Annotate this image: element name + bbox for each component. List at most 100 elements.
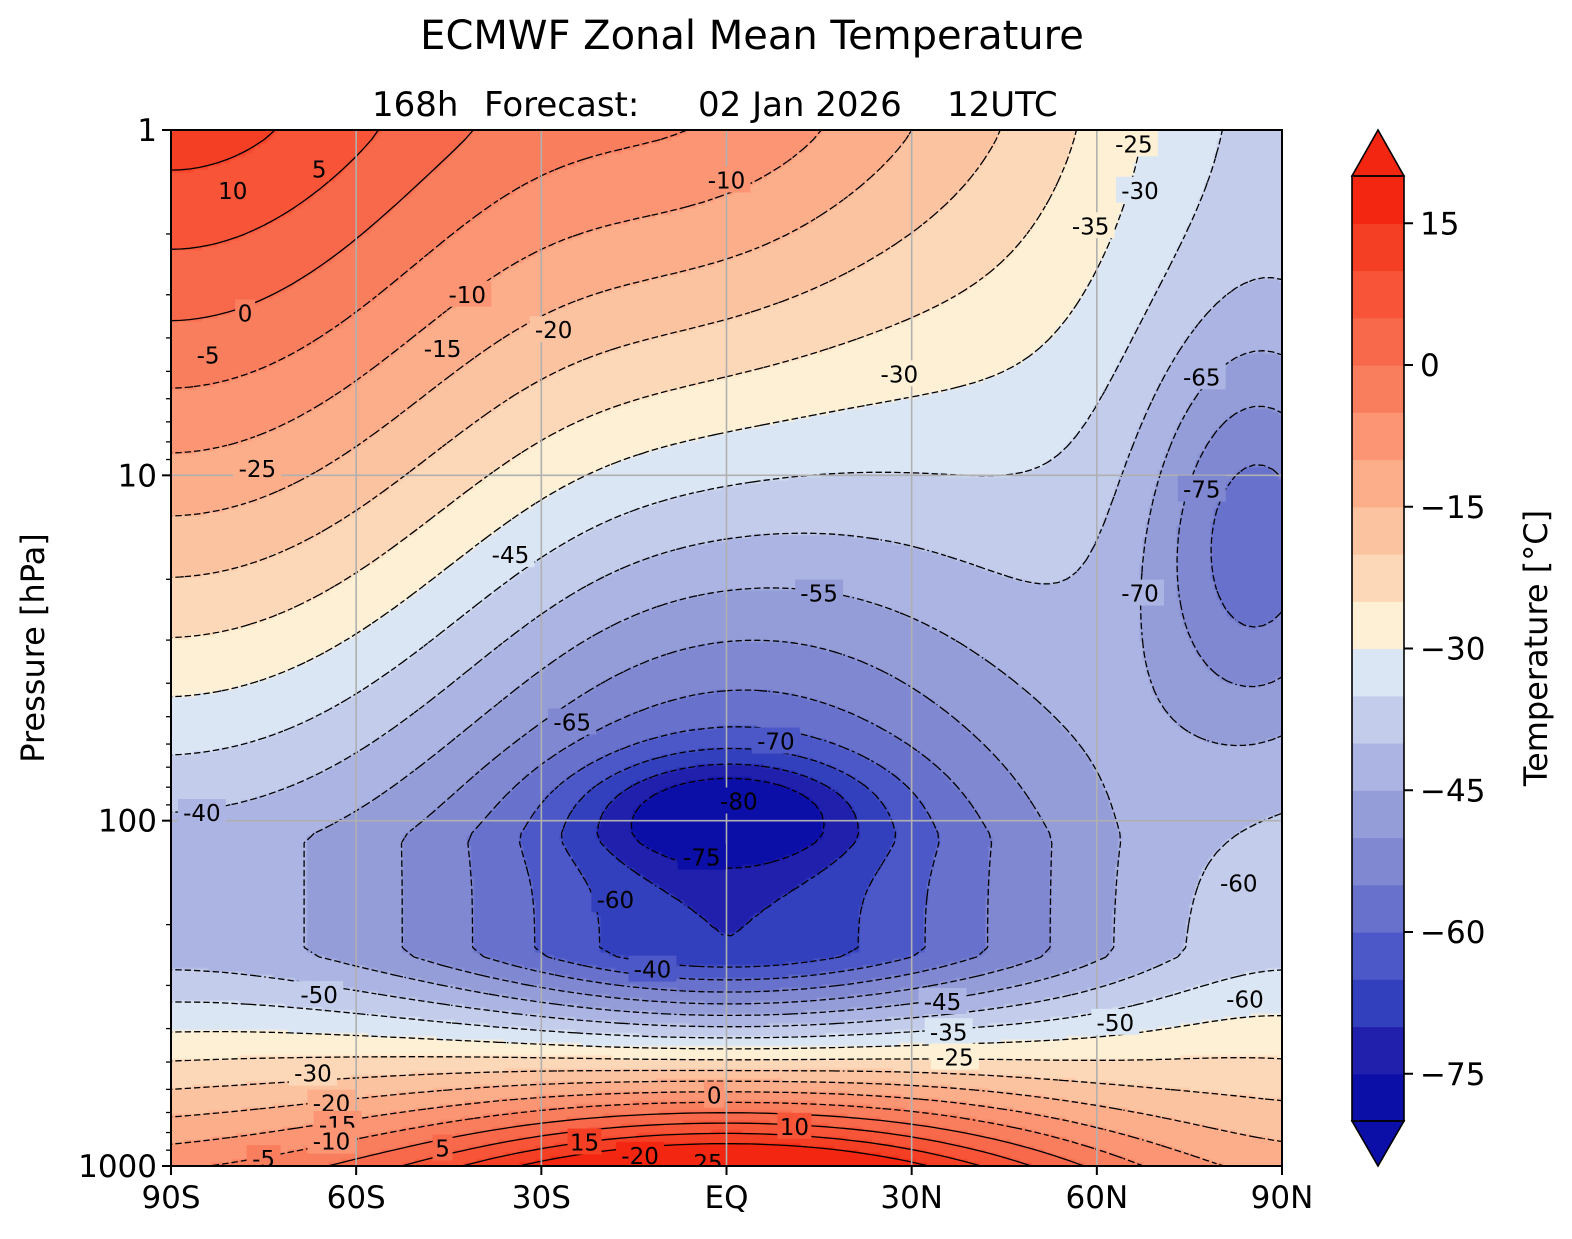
x-tick-label: 30S <box>512 1180 571 1216</box>
colorbar-segment <box>1352 743 1404 791</box>
contour-label-bg <box>777 1112 812 1139</box>
colorbar-segment <box>1352 884 1404 933</box>
contour-label-bg <box>548 708 597 735</box>
contour-m55 <box>467 464 1282 993</box>
contour-label-bg <box>1091 1008 1140 1035</box>
x-tick-label: 90S <box>141 1180 200 1216</box>
contour-label: -25 <box>239 457 277 483</box>
chart-subtitle: 168h Forecast: 02 Jan 2026 12UTC <box>372 85 1058 125</box>
colorbar-segment <box>1352 270 1404 319</box>
contour-label-bg <box>875 360 924 387</box>
y-tick-label: 1000 <box>78 1149 157 1185</box>
x-tick-label: 90N <box>1251 1180 1314 1216</box>
contour-label-bg <box>677 843 726 870</box>
contour-label-bg <box>628 955 677 982</box>
contour-label: -35 <box>930 1020 968 1046</box>
contour-label-bg <box>751 727 800 754</box>
colorbar-segment <box>1352 837 1404 886</box>
x-tick-label: 30N <box>880 1180 943 1216</box>
colorbar-tick-label: −30 <box>1420 632 1485 668</box>
contour-label: -10 <box>708 168 746 194</box>
contour-label-bg <box>930 1043 979 1070</box>
contour-label: -35 <box>1072 214 1110 240</box>
contour-label: -30 <box>1121 179 1159 205</box>
contour-label-bg <box>1177 475 1226 502</box>
contour-label: -45 <box>924 990 962 1016</box>
contour-label: -65 <box>553 711 591 737</box>
y-tick-label: 10 <box>118 458 157 494</box>
contour-label-bg <box>1116 579 1165 606</box>
contour-labels: 1050-5-10-15-20-10-25-30-25-30-35-45-55-… <box>177 130 1269 1173</box>
x-tick-label: EQ <box>705 1180 749 1216</box>
subtitle-forecast: Forecast: <box>484 85 639 125</box>
contour-label-bg <box>177 798 226 825</box>
contour-label: -25 <box>1115 132 1153 158</box>
contour-label: -80 <box>720 789 758 815</box>
contour-label-bg <box>443 280 492 307</box>
subtitle-time: 12UTC <box>947 85 1058 125</box>
contour-label-bg <box>295 981 344 1008</box>
contour-lines <box>171 130 1282 1166</box>
x-axis: 90S 60S 30S EQ 30N 60N 90N <box>141 1166 1313 1216</box>
colorbar-tick-label: −60 <box>1420 915 1485 951</box>
colorbar-tick-label: −45 <box>1420 773 1485 809</box>
colorbar-tick-label: 0 <box>1420 348 1440 384</box>
contour-label: -5 <box>252 1147 275 1173</box>
colorbar-segment <box>1352 790 1404 839</box>
contour-label: -50 <box>1097 1011 1135 1037</box>
colorbar-segment <box>1352 459 1404 508</box>
contour-label-bg <box>486 540 535 567</box>
contour-label: 0 <box>238 302 253 328</box>
contour-label: -50 <box>300 983 338 1009</box>
colorbar-segment <box>1352 412 1404 461</box>
colorbar-extend-min <box>1350 1120 1406 1168</box>
contour-label-bg <box>704 1081 725 1108</box>
colorbar-extend-max <box>1350 128 1406 177</box>
contour-label-bg <box>432 1134 453 1161</box>
contour-label: -70 <box>757 730 795 756</box>
contour-label: 10 <box>218 179 247 205</box>
colorbar-segment <box>1352 365 1404 413</box>
contour-label-bg <box>690 1148 725 1166</box>
contour-label-bg <box>702 166 751 193</box>
contour-label: 5 <box>435 1137 450 1163</box>
contour-label-bg <box>918 987 967 1014</box>
y-tick-label: 1 <box>137 113 157 149</box>
y-axis: 1 10 100 1000 <box>78 113 171 1185</box>
contour-label-bg <box>418 334 467 361</box>
contour-label-bg <box>1116 176 1165 203</box>
contour-label: -5 <box>197 344 220 370</box>
contour-label-bg <box>1177 363 1226 390</box>
contour-m35 <box>171 130 1282 1039</box>
colorbar: 15 0 −15 −30 −45 −60 −75 <box>1350 128 1485 1168</box>
y-axis-label: Pressure [hPa] <box>14 533 52 763</box>
contour-label: -10 <box>313 1130 351 1156</box>
contour-m45 <box>303 350 1282 1017</box>
contour-label-bg <box>307 1127 356 1154</box>
contour-label: 10 <box>780 1115 809 1141</box>
colorbar-segment <box>1352 176 1404 224</box>
contour-label-bg <box>288 1059 337 1086</box>
contour-label-bg <box>1109 130 1158 157</box>
contour-label: -40 <box>183 801 221 827</box>
contour-label: -60 <box>1220 871 1258 897</box>
contour-label: -30 <box>294 1062 332 1088</box>
contour-label-bg <box>567 1128 602 1155</box>
contour-label: -75 <box>1183 478 1221 504</box>
contour-label: 15 <box>570 1131 599 1157</box>
contour-label-bg <box>529 316 578 343</box>
contour-label-bg <box>246 1145 281 1166</box>
x-tick-label: 60N <box>1066 1180 1129 1216</box>
colorbar-segment <box>1352 601 1404 650</box>
colorbar-segment <box>1352 1026 1404 1075</box>
contour-label-bg <box>235 299 256 326</box>
plot-area: 1050-5-10-15-20-10-25-30-25-30-35-45-55-… <box>171 130 1282 1173</box>
chart-title: ECMWF Zonal Mean Temperature <box>420 13 1084 59</box>
contour-label-bg <box>233 455 282 482</box>
colorbar-segment <box>1352 317 1404 366</box>
subtitle-lead: 168h <box>372 85 458 125</box>
y-tick-label: 100 <box>98 804 157 840</box>
contour-label-bg <box>191 341 226 368</box>
